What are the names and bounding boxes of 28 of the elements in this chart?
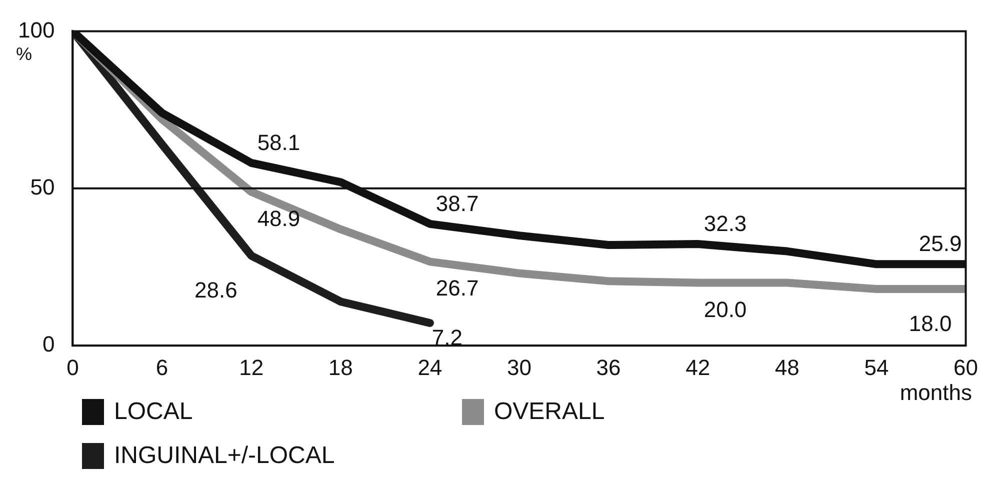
- legend-label: OVERALL: [494, 398, 605, 426]
- x-tick-label: 36: [596, 354, 621, 380]
- annotation: 32.3: [704, 211, 747, 236]
- annotation: 58.1: [257, 130, 300, 155]
- annotation: 28.6: [194, 278, 238, 303]
- x-tick-label: 42: [686, 354, 710, 380]
- legend-label: INGUINAL+/-LOCAL: [114, 442, 335, 470]
- y-axis-title: %: [16, 44, 32, 64]
- legend-label: LOCAL: [114, 398, 193, 426]
- x-tick-label: 30: [506, 354, 532, 380]
- annotation: 26.7: [436, 276, 479, 301]
- annotation: 20.0: [704, 296, 747, 322]
- x-tick-label: 48: [774, 354, 800, 380]
- y-tick-label: 50: [30, 174, 55, 200]
- x-tick-label: 24: [418, 354, 442, 380]
- x-tick-label: 12: [239, 354, 264, 380]
- x-tick-label: 54: [864, 354, 889, 380]
- annotation: 25.9: [918, 231, 962, 256]
- x-axis-title: months: [900, 380, 972, 406]
- x-tick-label: 18: [328, 354, 353, 380]
- x-tick-label: 6: [156, 354, 168, 380]
- x-tick-label: 0: [66, 354, 79, 380]
- annotation: 18.0: [908, 311, 952, 336]
- annotation: 38.7: [436, 190, 479, 216]
- annotation: 48.9: [257, 206, 300, 231]
- y-tick-label: 100: [18, 17, 55, 42]
- x-tick-label: 60: [954, 354, 978, 380]
- y-tick-label: 0: [42, 332, 55, 357]
